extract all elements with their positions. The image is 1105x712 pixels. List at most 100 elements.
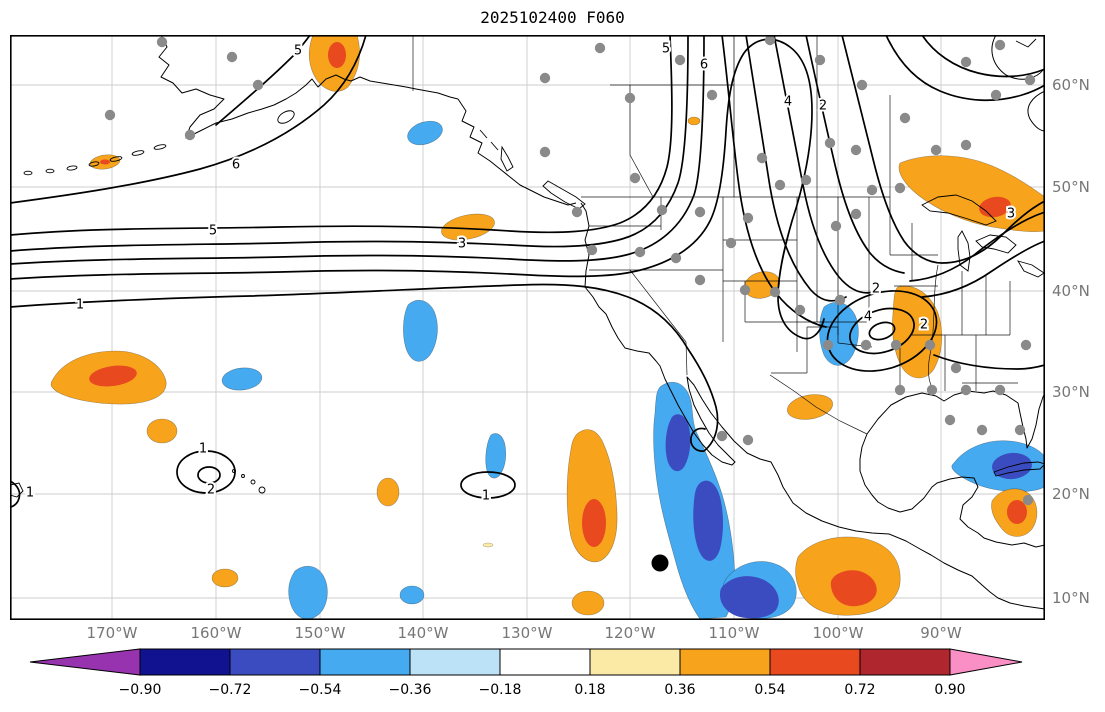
lon-tick-label: 160°W [190, 624, 242, 642]
station-dot [774, 179, 786, 191]
contour-label: 5 [662, 42, 670, 57]
colorbar-tick-label: −0.90 [118, 682, 162, 698]
station-dot [1022, 494, 1034, 506]
lat-tick-label: 10°N [1052, 589, 1090, 607]
station-dot [594, 42, 606, 54]
station-dot [706, 89, 718, 101]
closed-low-middle [849, 307, 915, 355]
aleutian-islands [23, 110, 295, 176]
contour-label: 1 [482, 489, 490, 504]
colorbar-segment [589, 648, 681, 676]
station-dot [814, 54, 826, 66]
colorbar-tick-label: 0.18 [574, 682, 606, 698]
colorbar-segments [139, 648, 951, 676]
coastline-east-mexico [859, 433, 1045, 548]
station-dot [670, 252, 682, 264]
station-dot [960, 139, 972, 151]
station-dot [850, 208, 862, 220]
station-dot [794, 304, 806, 316]
station-dot [822, 339, 834, 351]
station-dot [866, 184, 878, 196]
colorbar-tick-label: −0.18 [478, 682, 522, 698]
weak-positive-patch [482, 542, 494, 548]
colorbar-tick-label: 0.72 [844, 682, 876, 698]
station-dot [674, 54, 686, 66]
station-dot [850, 144, 862, 156]
station-dot [624, 92, 636, 104]
station-dot [1020, 339, 1032, 351]
positive-anomaly-regions [50, 35, 1045, 616]
contour-label: 3 [458, 237, 466, 252]
coastline-bc [457, 98, 577, 206]
contour-lines [10, 35, 1045, 508]
station-dot [742, 212, 754, 224]
station-dot [1024, 74, 1036, 86]
station-dot [742, 434, 754, 446]
station-dot [694, 274, 706, 286]
colorbar-tick-label: −0.36 [388, 682, 432, 698]
lon-tick-label: 150°W [294, 624, 346, 642]
closed-low-inner [868, 321, 896, 341]
station-dot [184, 129, 196, 141]
colorbar-segment [859, 648, 951, 676]
colorbar-over-arrow [949, 648, 1023, 676]
station-dot [716, 430, 728, 442]
lat-tick-label: 40°N [1052, 282, 1090, 300]
station-dot [894, 384, 906, 396]
station-dot [656, 204, 668, 216]
highlight-dot [651, 554, 669, 572]
station-dot [944, 414, 956, 426]
station-dot [930, 144, 942, 156]
lat-tick-label: 30°N [1052, 383, 1090, 401]
station-dot [694, 206, 706, 218]
contour-label: 5 [209, 224, 217, 239]
station-dot [994, 384, 1006, 396]
station-dot [156, 36, 168, 48]
coastline-gulf-florida [866, 390, 1045, 449]
station-dot [571, 206, 583, 218]
highlight-dot-layer [651, 554, 669, 572]
lon-tick-label: 100°W [812, 624, 864, 642]
hudson-bay [991, 35, 1045, 80]
lon-tick-label: 130°W [501, 624, 553, 642]
contour-label: 2 [819, 99, 827, 114]
lon-tick-label: 110°W [708, 624, 760, 642]
station-dot [756, 152, 768, 164]
lon-tick-label: 120°W [604, 624, 656, 642]
cuba [993, 461, 1045, 477]
lat-tick-label: 50°N [1052, 178, 1090, 196]
lon-tick-label: 140°W [397, 624, 449, 642]
lat-tick-label: 20°N [1052, 485, 1090, 503]
station-dot [834, 294, 846, 306]
station-dot [830, 220, 842, 232]
colorbar-segment [769, 648, 861, 676]
station-dot [860, 339, 872, 351]
contour-label: 2 [872, 282, 880, 297]
colorbar-segment [139, 648, 231, 676]
coastline-alaska [158, 35, 459, 139]
closed-high-outer [176, 450, 236, 494]
station-dot [769, 286, 781, 298]
lat-tick-label: 60°N [1052, 76, 1090, 94]
colorbar-tick-label: 0.36 [664, 682, 696, 698]
haida-gwaii [500, 145, 514, 172]
station-dot [539, 72, 551, 84]
station-dot [725, 237, 737, 249]
colorbar-tick-label: −0.72 [208, 682, 252, 698]
station-dot [764, 35, 776, 46]
coastlines [10, 35, 1045, 610]
contour-label: 1 [26, 486, 34, 501]
closed-high-inner [197, 466, 221, 484]
station-dot [252, 79, 264, 91]
colorbar-segment [409, 648, 501, 676]
station-dot [634, 246, 646, 258]
station-dot [539, 146, 551, 158]
station-dot [899, 112, 911, 124]
vancouver-island [542, 180, 586, 210]
contour-label: 4 [784, 95, 792, 110]
station-dot [104, 109, 116, 121]
map-frame [10, 35, 1045, 620]
station-dot [1014, 424, 1026, 436]
